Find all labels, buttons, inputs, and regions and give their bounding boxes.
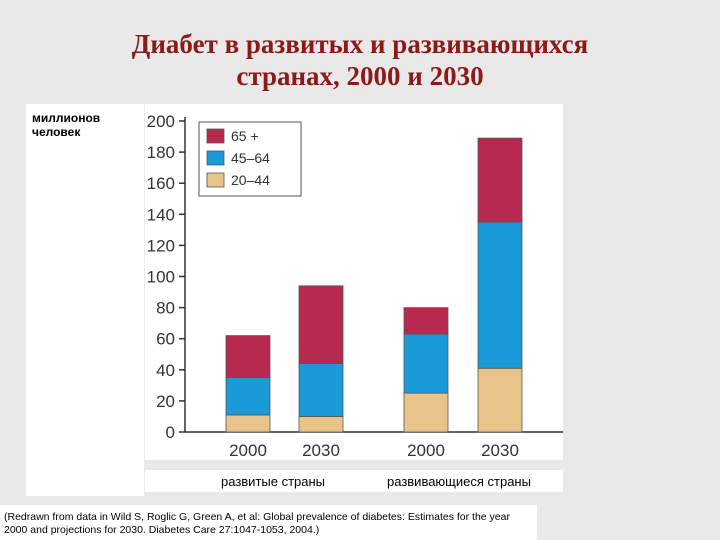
bar-segment	[225, 377, 271, 416]
y-tick-label: 60	[156, 330, 175, 349]
slide-title: Диабет в развитых и развивающихся страна…	[0, 28, 720, 92]
caption-developed: развитые страны	[221, 474, 326, 489]
y-tick-label: 0	[166, 423, 175, 442]
y-tick-label: 20	[156, 392, 175, 411]
source-citation: (Redrawn from data in Wild S, Roglic G, …	[4, 511, 510, 536]
title-line-1: Диабет в развитых и развивающихся	[131, 29, 589, 59]
legend-label: 20–44	[231, 172, 270, 188]
y-tick-label: 140	[147, 205, 175, 224]
chart-panel: 0 20 40 60 80 100 120 140 160 180 200 2000 2030 2000 2…	[145, 104, 563, 460]
x-tick-label: 2000	[407, 441, 445, 460]
bar-segment	[477, 221, 523, 369]
bar-segment	[298, 416, 344, 433]
title-line-2: странах, 2000 и 2030	[236, 61, 484, 91]
y-tick-label: 160	[147, 174, 175, 193]
legend-swatch	[206, 128, 225, 144]
bar-segment	[403, 392, 449, 433]
y-tick-label: 40	[156, 361, 175, 380]
bar-segment	[225, 414, 271, 433]
y-axis-label-panel: миллионов человек	[26, 104, 144, 496]
bar-segment	[403, 333, 449, 394]
y-tick-label: 200	[147, 112, 175, 131]
caption-developing: развивающиеся страны	[387, 474, 531, 489]
bar-segment	[477, 367, 523, 433]
bar-segment	[403, 307, 449, 335]
stacked-bar-chart: 0 20 40 60 80 100 120 140 160 180 200 2000 2030 2000 2…	[147, 112, 563, 460]
y-tick-label: 120	[147, 236, 175, 255]
bar-segment	[225, 335, 271, 378]
y-tick-label: 180	[147, 143, 175, 162]
group-caption-bar: развитые страны развивающиеся страны	[145, 470, 563, 492]
bar-segment	[298, 285, 344, 364]
bar-segment	[298, 363, 344, 417]
legend-swatch	[206, 172, 225, 188]
x-tick-label: 2030	[481, 441, 519, 460]
y-tick-label: 100	[147, 268, 175, 287]
x-tick-label: 2000	[229, 441, 267, 460]
source-panel: (Redrawn from data in Wild S, Roglic G, …	[0, 505, 537, 540]
legend-label: 45–64	[231, 150, 270, 166]
legend-swatch	[206, 150, 225, 166]
legend-label: 65 +	[231, 128, 259, 144]
y-tick-label: 80	[156, 299, 175, 318]
x-tick-label: 2030	[302, 441, 340, 460]
y-axis-unit-label: миллионов человек	[32, 111, 101, 139]
bar-segment	[477, 137, 523, 223]
